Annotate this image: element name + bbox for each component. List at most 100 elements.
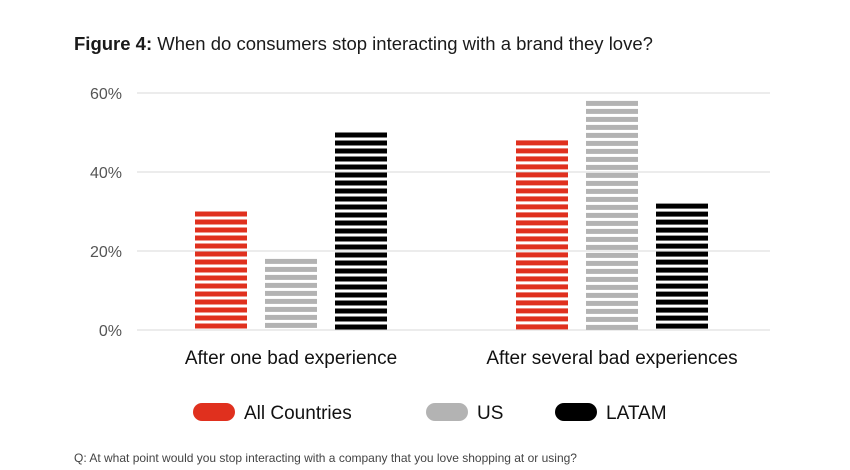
bar-stripe xyxy=(516,188,568,194)
bar-stripe xyxy=(516,300,568,306)
bar-stripe xyxy=(586,260,638,266)
bar-stripe xyxy=(335,236,387,242)
bar-stripe xyxy=(516,196,568,202)
bar-stripe xyxy=(516,212,568,218)
bar-stripe xyxy=(656,267,708,273)
bar-stripe xyxy=(195,267,247,273)
bar-stripe xyxy=(516,260,568,266)
bar-stripe xyxy=(586,180,638,186)
bar-stripe xyxy=(335,156,387,162)
bar-stripe xyxy=(265,290,317,296)
bar-stripe xyxy=(586,276,638,282)
bar-stripe xyxy=(265,274,317,280)
bar-stripe xyxy=(195,235,247,241)
bar-stripe xyxy=(335,172,387,178)
bar-stripe xyxy=(586,316,638,322)
bar-stripe xyxy=(656,291,708,297)
bar-stripe xyxy=(656,243,708,249)
bar-stripe xyxy=(586,204,638,210)
bar-stripe xyxy=(586,196,638,202)
bar-stripe xyxy=(656,275,708,281)
bar-stripe xyxy=(335,284,387,290)
bar-stripe xyxy=(516,172,568,178)
bar-stripe xyxy=(195,275,247,281)
bar-stripe xyxy=(335,180,387,186)
bar-stripe xyxy=(195,211,247,217)
bar-stripe xyxy=(195,323,247,329)
bar-stripe xyxy=(335,276,387,282)
bar-stripe xyxy=(265,258,317,264)
legend-label: LATAM xyxy=(606,403,667,424)
bar-stripe xyxy=(195,315,247,321)
bar-stripe xyxy=(656,259,708,265)
bar-stripe xyxy=(516,316,568,322)
bar-stripe xyxy=(516,324,568,330)
bar-stripe xyxy=(265,282,317,288)
y-tick-label: 20% xyxy=(90,244,122,261)
bar-stripe xyxy=(335,244,387,250)
bar-stripe xyxy=(335,212,387,218)
bar-stripe xyxy=(586,244,638,250)
legend-swatch xyxy=(426,403,468,421)
bar-stripe xyxy=(516,180,568,186)
legend-swatch xyxy=(555,403,597,421)
bar-stripe xyxy=(586,156,638,162)
bar-stripe xyxy=(586,228,638,234)
bar-stripe xyxy=(586,188,638,194)
bar-stripe xyxy=(265,314,317,320)
legend-label: All Countries xyxy=(244,403,352,424)
bar-stripe xyxy=(516,164,568,170)
bar-stripe xyxy=(586,148,638,154)
bar-stripe xyxy=(586,100,638,106)
bar-stripe xyxy=(195,299,247,305)
question-footnote: Q: At what point would you stop interact… xyxy=(74,451,577,465)
bar-stripe xyxy=(195,291,247,297)
bar-stripe xyxy=(586,252,638,258)
bar-stripe xyxy=(656,235,708,241)
bar-stripe xyxy=(586,212,638,218)
y-tick-label: 40% xyxy=(90,165,122,182)
legend-swatch xyxy=(193,403,235,421)
bar-stripe xyxy=(335,196,387,202)
chart-title: Figure 4: When do consumers stop interac… xyxy=(74,33,653,55)
bar-stripe xyxy=(656,211,708,217)
bar-stripe xyxy=(656,315,708,321)
bar-stripe xyxy=(516,228,568,234)
y-tick-label: 60% xyxy=(90,86,122,103)
bar-stripe xyxy=(516,252,568,258)
bar-stripe xyxy=(335,252,387,258)
bar-stripe xyxy=(335,260,387,266)
bar-stripe xyxy=(516,148,568,154)
bar-stripe xyxy=(335,140,387,146)
bar-stripe xyxy=(586,292,638,298)
bar-stripe xyxy=(195,243,247,249)
bar-stripe xyxy=(586,284,638,290)
bar-stripe xyxy=(656,219,708,225)
bar-stripe xyxy=(335,148,387,154)
bar-stripe xyxy=(656,323,708,329)
title-text: When do consumers stop interacting with … xyxy=(157,33,653,54)
bar-stripe xyxy=(195,283,247,289)
bar-stripe xyxy=(335,268,387,274)
bar-stripe xyxy=(516,284,568,290)
bar-stripe xyxy=(516,204,568,210)
bar-stripe xyxy=(656,283,708,289)
bar-stripe xyxy=(586,116,638,122)
bar-stripe xyxy=(586,164,638,170)
bar xyxy=(265,258,317,328)
bar-stripe xyxy=(586,324,638,330)
bar-stripe xyxy=(516,292,568,298)
bar-stripe xyxy=(516,220,568,226)
bar-stripe xyxy=(335,316,387,322)
bar-stripe xyxy=(516,276,568,282)
y-tick-label: 0% xyxy=(99,323,122,340)
bar xyxy=(586,100,638,330)
figure-label: Figure 4: xyxy=(74,33,153,54)
bar-stripe xyxy=(335,300,387,306)
bar-stripe xyxy=(335,292,387,298)
bar-stripe xyxy=(586,172,638,178)
bar-stripe xyxy=(265,298,317,304)
bar xyxy=(656,203,708,329)
bar-stripe xyxy=(586,268,638,274)
bar-stripe xyxy=(656,251,708,257)
